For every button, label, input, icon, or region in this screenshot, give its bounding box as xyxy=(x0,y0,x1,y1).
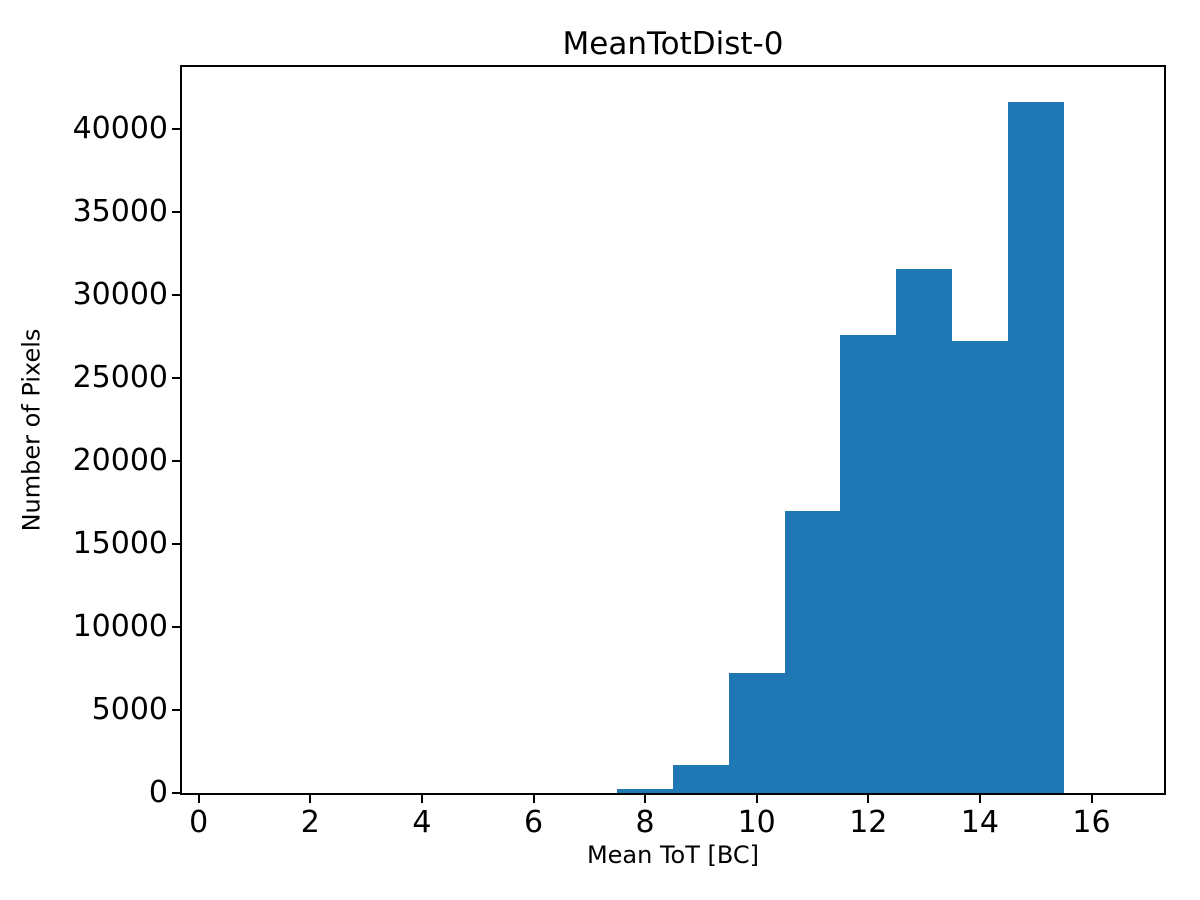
bars-layer xyxy=(182,67,1164,793)
y-tick-label: 20000 xyxy=(72,443,168,479)
histogram-bar xyxy=(1007,101,1064,793)
histogram-bar xyxy=(728,672,785,793)
y-tick-label: 40000 xyxy=(72,111,168,147)
x-tick-label: 10 xyxy=(737,805,776,840)
y-tick-mark xyxy=(172,543,180,546)
x-tick-mark xyxy=(420,795,423,803)
x-tick-label: 12 xyxy=(849,805,888,840)
x-tick-label: 8 xyxy=(635,805,655,840)
y-tick-mark xyxy=(172,377,180,380)
x-tick-mark xyxy=(644,795,647,803)
x-tick-mark xyxy=(197,795,200,803)
histogram-bar xyxy=(673,764,729,793)
x-tick-label: 0 xyxy=(189,805,209,840)
histogram-bar xyxy=(784,510,841,793)
histogram-bar xyxy=(952,340,1008,793)
x-tick-mark xyxy=(867,795,870,803)
histogram-bar xyxy=(617,788,673,793)
y-tick-label: 15000 xyxy=(72,526,168,562)
chart-title: MeanTotDist-0 xyxy=(562,26,784,62)
y-tick-label: 10000 xyxy=(72,609,168,645)
y-tick-mark xyxy=(172,211,180,214)
x-tick-mark xyxy=(755,795,758,803)
y-tick-label: 5000 xyxy=(91,692,168,727)
y-axis-label: Number of Pixels xyxy=(17,328,46,532)
x-tick-mark xyxy=(1090,795,1093,803)
y-tick-mark xyxy=(172,709,180,711)
plot-area xyxy=(180,65,1166,795)
y-tick-mark xyxy=(172,294,180,297)
histogram-bar xyxy=(896,268,952,793)
y-tick-label: 0 xyxy=(148,775,168,810)
x-tick-mark xyxy=(978,795,981,803)
x-tick-mark xyxy=(532,795,535,803)
y-tick-mark xyxy=(172,792,180,794)
histogram-bar xyxy=(840,335,897,793)
x-axis-label: Mean ToT [BC] xyxy=(586,841,760,869)
x-tick-label: 6 xyxy=(523,805,544,840)
x-tick-label: 2 xyxy=(300,805,320,840)
y-tick-label: 35000 xyxy=(72,194,168,230)
y-tick-mark xyxy=(172,128,180,131)
x-tick-label: 16 xyxy=(1072,805,1111,840)
x-tick-label: 4 xyxy=(412,805,432,840)
y-tick-label: 30000 xyxy=(72,277,168,313)
y-tick-label: 25000 xyxy=(72,360,168,396)
y-tick-mark xyxy=(172,626,180,629)
y-tick-mark xyxy=(172,460,180,463)
x-tick-label: 14 xyxy=(960,805,999,840)
x-tick-mark xyxy=(309,795,312,803)
